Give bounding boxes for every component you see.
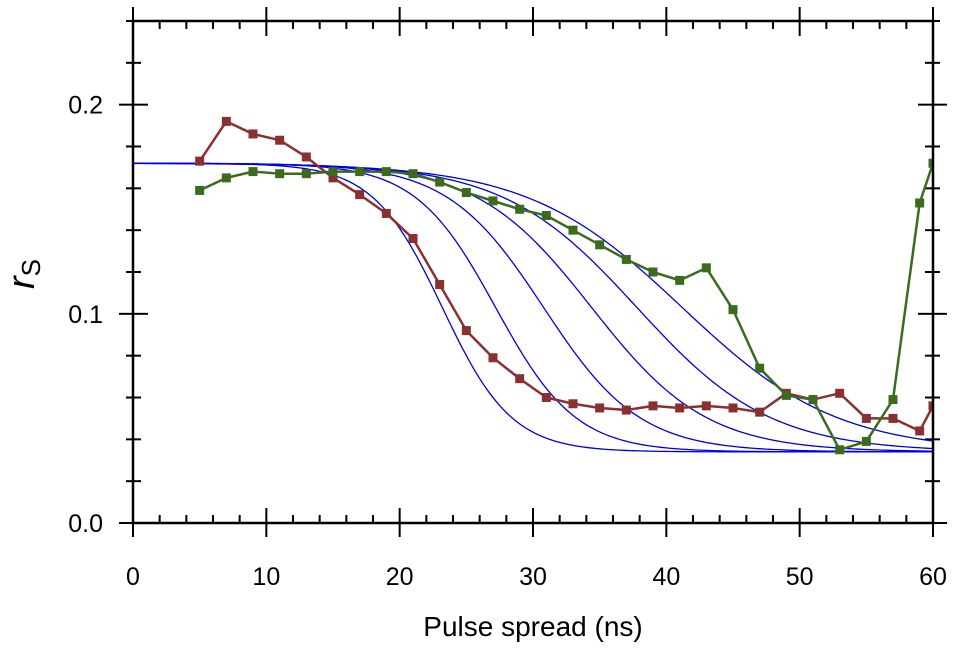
y-tick-labels: 0.0 0.1 0.2 [68,92,103,538]
data-point [381,167,391,177]
data-point [488,196,498,206]
y-axis-title-subscript: S [16,259,46,276]
x-axis-title: Pulse spread (ns) [423,611,642,642]
data-point [888,395,898,405]
data-point [701,263,711,273]
data-point [621,405,631,415]
data-point [835,445,845,455]
data-point [541,393,551,402]
model-curve [133,162,933,450]
data-point [915,198,925,208]
data-point [328,167,338,177]
x-tick-label: 40 [652,563,680,591]
data-point [461,326,471,336]
data-point [728,403,738,413]
data-point [861,413,871,423]
plot-frame [131,19,935,525]
data-point [195,185,205,195]
data-point [328,173,338,183]
y-tick-label: 0.0 [68,510,103,538]
data-point [675,403,685,413]
data-point [568,225,578,235]
data-point [595,240,605,250]
data-point [781,390,791,400]
model-curve [133,162,933,453]
y-axis-title: rS [1,259,46,289]
data-point [928,401,933,411]
model-curve [133,162,933,453]
data-point [568,399,578,409]
data-point [755,407,765,417]
y-tick-label: 0.2 [68,92,103,120]
data-point [381,208,391,218]
data-point [275,169,285,179]
data-point [408,234,418,244]
data-point [355,190,365,200]
data-point [808,395,818,405]
data-point [435,280,445,290]
data-point [755,363,765,373]
x-tick-label: 60 [919,563,947,591]
x-tick-label: 0 [126,563,140,591]
data-point [888,413,898,423]
series-2 [195,158,933,455]
model-curve [133,162,933,453]
data-point [541,211,551,221]
x-tick-labels: 0 10 20 30 40 50 60 [126,563,947,591]
data-series [195,116,933,455]
data-point [195,156,205,166]
data-point [928,158,933,168]
model-curve [133,162,933,452]
data-point [915,426,925,436]
data-point [515,204,525,214]
plot-area [133,116,933,455]
data-point [301,169,311,179]
y-axis-title-main: r [1,275,43,289]
data-point [248,167,258,177]
x-tick-label: 20 [386,563,414,591]
data-point [408,169,418,179]
data-point [648,401,658,411]
data-point [301,152,311,162]
model-curve [133,162,933,442]
axis-ticks [119,7,947,537]
data-point [435,177,445,187]
series-line [199,162,933,452]
data-point [621,254,631,264]
data-point [861,436,871,446]
x-tick-label: 50 [786,563,814,591]
data-point [675,275,685,285]
data-point [488,353,498,363]
data-point [595,403,605,413]
data-point [221,173,231,183]
data-point [355,167,365,177]
data-point [835,388,845,398]
x-tick-label: 10 [252,563,280,591]
data-point [461,188,471,198]
model-curves [133,162,933,453]
data-point [275,135,285,145]
y-tick-label: 0.1 [68,301,103,329]
data-point [701,401,711,411]
data-point [648,267,658,277]
data-point [728,305,738,315]
data-point [515,374,525,384]
data-point [221,116,231,126]
x-tick-label: 30 [519,563,547,591]
data-point [248,129,258,139]
